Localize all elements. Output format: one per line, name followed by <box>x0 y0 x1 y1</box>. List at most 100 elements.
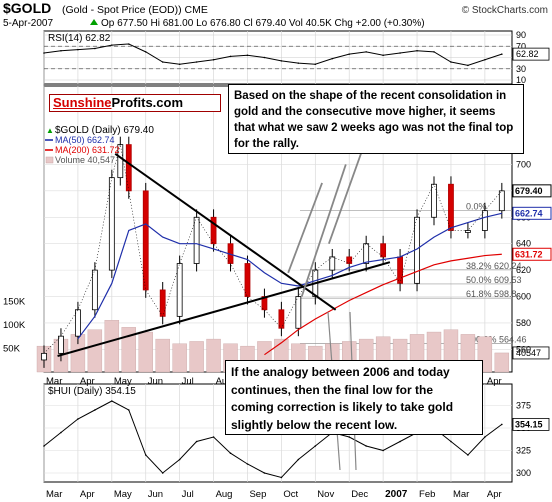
volume-bar-5 <box>121 327 136 373</box>
fib-level-label: 50.0% 609.53 <box>466 275 522 285</box>
fib-level-label: 61.8% 598.8 <box>466 289 517 299</box>
price-last-close-label: 679.40 <box>515 186 543 196</box>
hui-last-value-box <box>512 417 550 431</box>
volume-bar-9 <box>189 341 204 373</box>
rsi-point-5 <box>127 43 130 45</box>
x-tick-label: Jul <box>182 376 194 387</box>
rsi-point-23 <box>433 51 435 53</box>
hui-point-5 <box>127 409 130 411</box>
hui-point-18 <box>348 436 351 438</box>
hui-point-7 <box>161 472 164 474</box>
fib-level-label: 100.0% 564.46 <box>466 335 527 345</box>
x-tick-label-bottom: Apr <box>80 489 95 500</box>
candle-body-6 <box>125 144 132 192</box>
price-y-tick-label: 600 <box>516 292 531 302</box>
rsi-point-2 <box>77 48 79 51</box>
hui-point-6 <box>144 454 147 456</box>
hui-y-tick-label: 325 <box>516 446 531 456</box>
rsi-point-21 <box>399 52 401 54</box>
volume-bar-8 <box>172 343 187 373</box>
volume-y-tick-label: 50K <box>3 344 21 355</box>
x-tick-label: Aug <box>216 376 233 387</box>
candle-body-25 <box>448 183 454 231</box>
candle-body-7 <box>142 190 149 291</box>
x-tick-label-bottom: Jul <box>182 489 194 500</box>
rsi-point-3 <box>94 47 96 50</box>
price-ma200-label-box <box>512 247 552 261</box>
rsi-point-20 <box>382 54 384 57</box>
x-tick-label-bottom: Feb <box>419 489 435 500</box>
volume-last-value-box <box>512 346 550 360</box>
hui-point-14 <box>280 476 283 479</box>
hui-point-21 <box>399 440 401 443</box>
candle-body-26 <box>465 230 471 233</box>
volume-bar-3 <box>87 329 103 373</box>
hui-point-2 <box>77 418 79 420</box>
hui-point-12 <box>246 463 249 465</box>
rsi-point-10 <box>212 58 215 61</box>
price-ma200-label: 631.72 <box>515 249 543 259</box>
x-tick-label-bottom: 2007 <box>385 489 408 500</box>
downtrend-line <box>114 153 337 311</box>
rsi-line <box>43 43 502 66</box>
x-tick-label: Jun <box>148 376 163 387</box>
candle-body-21 <box>380 243 387 258</box>
chart-quote: Op 677.50 Hi 681.00 Lo 676.80 Cl 679.40 … <box>101 18 425 29</box>
x-tick-label-bottom: Mar <box>453 489 469 500</box>
rsi-point-17 <box>331 57 334 60</box>
volume-last-value-label: 40547 <box>516 348 541 358</box>
rsi-y-tick-label: 70 <box>516 41 526 51</box>
price-ma50-label-box <box>512 206 552 220</box>
price-ma50-label: 662.74 <box>515 208 543 218</box>
rsi-point-24 <box>450 61 452 63</box>
price-candles <box>41 136 505 368</box>
rsi-y-tick-label: 30 <box>516 64 526 74</box>
rsi-point-16 <box>314 63 317 66</box>
analogy-line-a <box>287 182 323 274</box>
x-tick-label: Apr <box>80 376 95 387</box>
chart-header: $GOLD (Gold - Spot Price (EOD)) CME © St… <box>3 0 548 29</box>
candle-body-8 <box>159 289 166 317</box>
hui-point-8 <box>178 458 181 461</box>
candle-body-13 <box>244 263 251 297</box>
x-tick-label-bottom: Oct <box>283 489 298 500</box>
rsi-y-tick-label: 10 <box>516 75 526 85</box>
hui-point-20 <box>382 449 384 452</box>
x-tick-label-bottom: Dec <box>351 489 368 500</box>
hui-point-27 <box>501 423 503 426</box>
hui-point-11 <box>229 452 232 455</box>
up-triangle-icon <box>90 19 98 25</box>
hui-point-19 <box>365 445 367 447</box>
candle-body-9 <box>176 263 183 317</box>
rsi-last-value-label: 62.82 <box>516 49 539 59</box>
sunshine-profits-logo: SunshineProfits.com <box>49 94 221 112</box>
hui-point-9 <box>195 440 198 443</box>
candle-body-24 <box>431 183 437 218</box>
legend-volume-swatch <box>45 156 54 164</box>
annotation-top: Based on the shape of the recent consoli… <box>228 84 524 154</box>
ma50-line <box>77 212 502 340</box>
rsi-point-6 <box>144 51 147 53</box>
close-line <box>43 144 503 354</box>
rsi-point-25 <box>467 64 469 67</box>
x-tick-label-bottom: Apr <box>487 489 502 500</box>
candle-body-28 <box>498 190 505 212</box>
candle-body-20 <box>363 243 370 264</box>
x-tick-label-bottom: Jun <box>148 489 163 500</box>
rsi-point-11 <box>229 55 232 58</box>
rsi-point-22 <box>416 49 418 52</box>
price-last-close-label-box <box>512 184 552 198</box>
candle-body-10 <box>193 216 200 264</box>
legend-entry: $GOLD (Daily) 679.40 <box>55 125 154 136</box>
price-y-tick-label: 700 <box>516 159 531 169</box>
candle-body-27 <box>481 210 488 231</box>
volume-bar-27 <box>494 352 510 373</box>
rsi-point-18 <box>348 53 351 55</box>
x-tick-label: May <box>114 376 132 387</box>
legend-up-triangle-icon: ▲ <box>46 126 54 135</box>
candle-body-14 <box>261 296 268 311</box>
hui-point-10 <box>212 436 215 438</box>
hui-point-1 <box>60 431 62 434</box>
x-tick-label-bottom: Mar <box>46 489 62 500</box>
